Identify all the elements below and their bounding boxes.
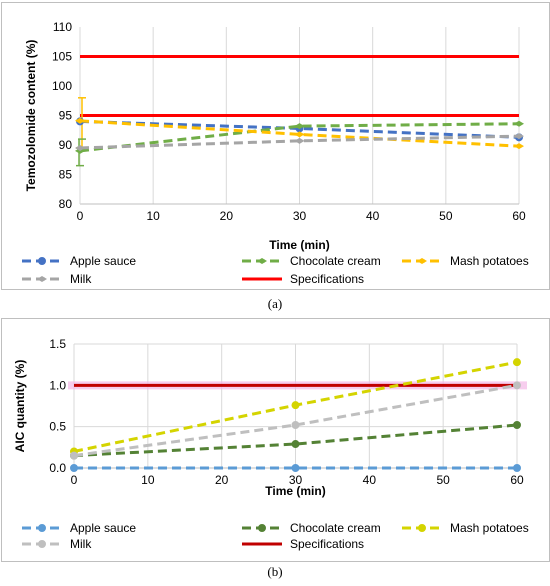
chart-b-xtick-label-4: 40 [363,473,377,487]
chart-a-point-3-2 [514,133,524,140]
caption-a: (a) [267,296,283,311]
chart-b-ytick-label-1: 0.5 [49,420,66,434]
chart-a-legend-label-4: Specifications [290,272,364,286]
chart-a-series-line-3 [79,134,520,150]
chart-a-legend-marker-0 [38,257,46,265]
chart-a-legend-label-0: Apple sauce [70,254,136,268]
chart-b-legend-marker-3 [38,540,46,548]
chart-a-ytick-label-6: 110 [53,20,72,34]
chart-b-series-line-1 [73,423,518,458]
chart-b-xtick-label-5: 50 [436,473,450,487]
chart-b-legend-label-4: Specifications [290,537,364,551]
chart-b-xlabel: Time (min) [265,484,325,498]
chart-a-series-line-2 [79,119,520,148]
chart-b-svg: 0 10 20 30 40 50 60 0.0 0.5 1.0 1.5 Time (min) AIC q… [13,337,529,551]
chart-a-series-3 [75,133,524,151]
chart-a-series-4 [80,55,519,117]
chart-b-point-3-2 [513,381,521,390]
chart-a-xtick-label-4: 40 [366,209,380,223]
caption-b: (b) [267,564,283,579]
chart-a-legend-marker-2 [417,258,427,264]
chart-b-point-2-1 [291,401,300,410]
chart-b-point-3-1 [291,421,300,430]
chart-b-legend-label-3: Milk [70,537,92,551]
chart-b-point-3-0 [70,451,78,460]
chart-a-point-3-0 [75,144,85,151]
chart-b-series-2 [70,358,521,456]
chart-a-legend-label-1: Chocolate cream [290,254,381,268]
chart-b-xtick-label-1: 10 [141,473,155,487]
chart-b-legend-marker-0 [38,524,46,532]
chart-a-point-2-0 [75,117,85,124]
chart-a-xtick-label-1: 10 [146,209,160,223]
chart-a-legend-label-2: Mash potatoes [450,254,529,268]
chart-b-legend: Apple sauce Chocolate cream Mash potatoes M… [22,521,529,551]
chart-b-legend-marker-2 [418,524,426,532]
chart-b-ylabel: AIC quantity (%) [13,360,27,453]
chart-b-xtick-label-6: 60 [510,473,524,487]
chart-b-series-0 [70,464,521,472]
chart-a-ytick-label-1: 85 [59,168,73,182]
chart-a-legend-label-3: Milk [70,272,92,286]
chart-a-ytick-label-2: 90 [59,138,73,152]
chart-a-series-2 [75,117,524,150]
chart-b-point-1-1 [291,440,300,449]
chart-panel-a: 0 10 20 30 40 50 60 80 85 90 95 100 105 110 Time (min)… [1,2,550,290]
chart-b-ytick-label-2: 1.0 [49,378,66,392]
chart-b-legend-label-0: Apple sauce [70,521,136,535]
chart-a-xlabel: Time (min) [269,238,329,252]
chart-b-point-1-2 [513,421,521,430]
chart-a-point-1-1 [294,123,305,130]
chart-b-point-0-1 [291,464,300,472]
chart-b-point-0-2 [513,464,521,472]
chart-b-point-2-2 [513,358,521,367]
chart-b-xtick-label-3: 30 [289,473,303,487]
chart-a-ytick-label-5: 105 [52,50,72,64]
chart-a-xtick-label-3: 30 [293,209,307,223]
chart-a-xtick-label-2: 20 [220,209,234,223]
chart-a-point-3-1 [294,137,305,144]
chart-b-legend-label-2: Mash potatoes [450,521,529,535]
chart-b-ytick-label-3: 1.5 [49,337,66,351]
chart-a-svg: 0 10 20 30 40 50 60 80 85 90 95 100 105 110 Time (min)… [22,20,529,286]
chart-a-ytick-label-3: 95 [59,109,73,123]
chart-b-ytick-label-0: 0.0 [49,461,66,475]
chart-a-point-1-2 [514,120,524,127]
chart-a-series-line-1 [79,122,520,153]
chart-b-series-3 [70,381,521,460]
chart-a-series-line-0 [79,119,520,139]
chart-b-point-0-0 [70,464,78,472]
chart-a-ylabel: Temozolomide content (%) [24,40,38,192]
chart-b-legend-label-1: Chocolate cream [290,521,381,535]
chart-a-ytick-label-4: 100 [52,79,72,93]
chart-panel-b: 0 10 20 30 40 50 60 0.0 0.5 1.0 1.5 Time (min) AIC q… [1,318,550,562]
chart-b-legend-marker-1 [258,524,266,532]
chart-a-ytick-label-0: 80 [59,197,73,211]
chart-a-xtick-label-5: 50 [439,209,453,223]
chart-a-legend-marker-3 [37,276,47,282]
chart-a-xtick-label-6: 60 [512,209,526,223]
chart-a-legend-marker-1 [257,258,267,264]
chart-a-legend: Apple sauce Chocolate cream Mash potatoes M… [22,254,529,286]
chart-b-xtick-label-2: 20 [215,473,229,487]
chart-b-xtick-label-0: 0 [71,473,78,487]
chart-a-point-2-2 [514,143,524,150]
chart-a-xtick-label-0: 0 [77,209,84,223]
chart-b-series-line-3 [73,383,518,458]
chart-a-point-2-1 [294,131,305,138]
